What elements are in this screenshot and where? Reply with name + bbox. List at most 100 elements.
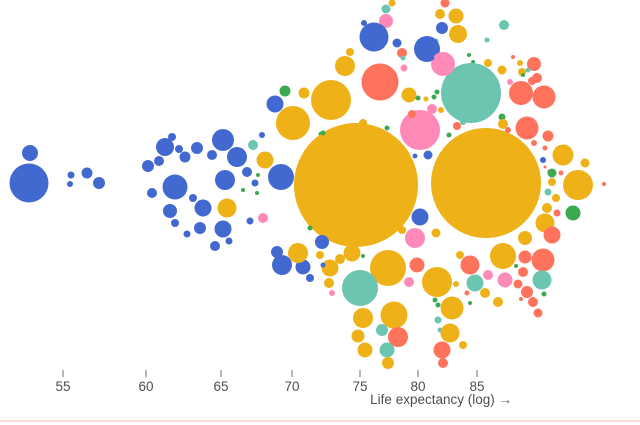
bubble — [268, 164, 294, 190]
bubble — [518, 250, 532, 264]
bubble — [471, 60, 475, 64]
bubble — [162, 174, 188, 200]
bubble — [532, 85, 556, 109]
bubble — [306, 274, 314, 282]
bubble — [411, 208, 429, 226]
bubble — [467, 53, 471, 57]
bubble — [440, 323, 460, 343]
bubble — [414, 36, 440, 62]
bubble — [175, 145, 183, 153]
bubbles-layer — [9, 0, 606, 369]
bubble — [497, 65, 507, 75]
bubble — [316, 251, 324, 259]
bubble — [241, 188, 245, 192]
bubble — [543, 165, 547, 169]
bubble — [436, 22, 448, 34]
bubble — [168, 133, 176, 141]
bubble — [434, 316, 442, 324]
bubble — [459, 341, 467, 349]
bubble — [448, 8, 464, 24]
bubble — [256, 151, 274, 169]
bubble — [408, 110, 416, 118]
bubble — [207, 150, 217, 160]
bubble — [142, 160, 154, 172]
bubble — [382, 357, 394, 369]
bubble — [422, 267, 452, 297]
bubble — [381, 4, 391, 14]
bubble — [335, 254, 345, 264]
bubble — [466, 274, 484, 292]
bubble — [401, 87, 417, 103]
bubble — [518, 267, 528, 277]
bubble — [398, 226, 406, 234]
bubble — [210, 241, 220, 251]
bubble — [307, 225, 313, 231]
bubble — [602, 182, 606, 186]
bubble — [379, 14, 393, 28]
bubble — [525, 67, 531, 73]
bubble — [464, 290, 470, 296]
bubble — [509, 81, 533, 105]
bubble — [435, 9, 445, 19]
bubble — [183, 230, 191, 238]
bubble — [324, 278, 334, 288]
bubble — [379, 342, 395, 358]
bubble — [370, 250, 406, 286]
bubble — [490, 243, 516, 269]
bubble — [361, 20, 367, 26]
bubble — [446, 132, 452, 138]
bubble — [547, 168, 557, 178]
x-axis-tick-label: 55 — [55, 379, 70, 394]
bubble — [431, 94, 437, 100]
bubble — [320, 130, 326, 136]
bubble — [191, 142, 203, 154]
bubble — [400, 110, 440, 150]
bubble — [376, 324, 388, 336]
bubble — [214, 220, 232, 238]
bubble — [531, 140, 537, 146]
bubble — [533, 308, 543, 318]
bubble — [272, 255, 292, 275]
bubble — [351, 329, 365, 343]
bubble — [359, 22, 389, 52]
bubble — [276, 106, 310, 140]
bubble — [553, 209, 561, 217]
bubble — [189, 194, 197, 202]
bubble — [388, 0, 396, 7]
x-axis-label: Life expectancy (log) → — [370, 392, 512, 407]
bubble — [565, 205, 581, 221]
bubble — [242, 167, 252, 177]
bubble — [392, 38, 402, 48]
bubble — [542, 203, 552, 213]
x-axis: 55 60 65 70 75 80 85 — [55, 370, 485, 394]
bubble — [67, 181, 73, 187]
bubble — [361, 254, 365, 258]
bubble — [384, 125, 390, 131]
bubble — [511, 55, 515, 59]
bubble — [438, 107, 444, 113]
bubble — [329, 290, 335, 296]
bubble — [163, 204, 177, 218]
bubble — [404, 277, 414, 287]
bubble — [412, 153, 418, 159]
bubble — [544, 188, 552, 196]
bubble — [532, 270, 552, 290]
bubble — [93, 177, 105, 189]
bubble — [194, 199, 212, 217]
bubble — [456, 251, 464, 259]
bubble — [521, 286, 533, 298]
bubble — [9, 163, 49, 203]
bubble — [548, 178, 556, 186]
bubble — [517, 60, 523, 66]
bubble — [171, 219, 179, 227]
bubble — [22, 145, 38, 161]
bubble — [541, 291, 547, 297]
bubble — [552, 194, 560, 202]
bubble — [258, 213, 268, 223]
bubble — [81, 167, 93, 179]
bubble — [271, 246, 283, 258]
bubble — [528, 297, 538, 307]
bubble — [380, 301, 408, 329]
bubble — [400, 55, 406, 61]
